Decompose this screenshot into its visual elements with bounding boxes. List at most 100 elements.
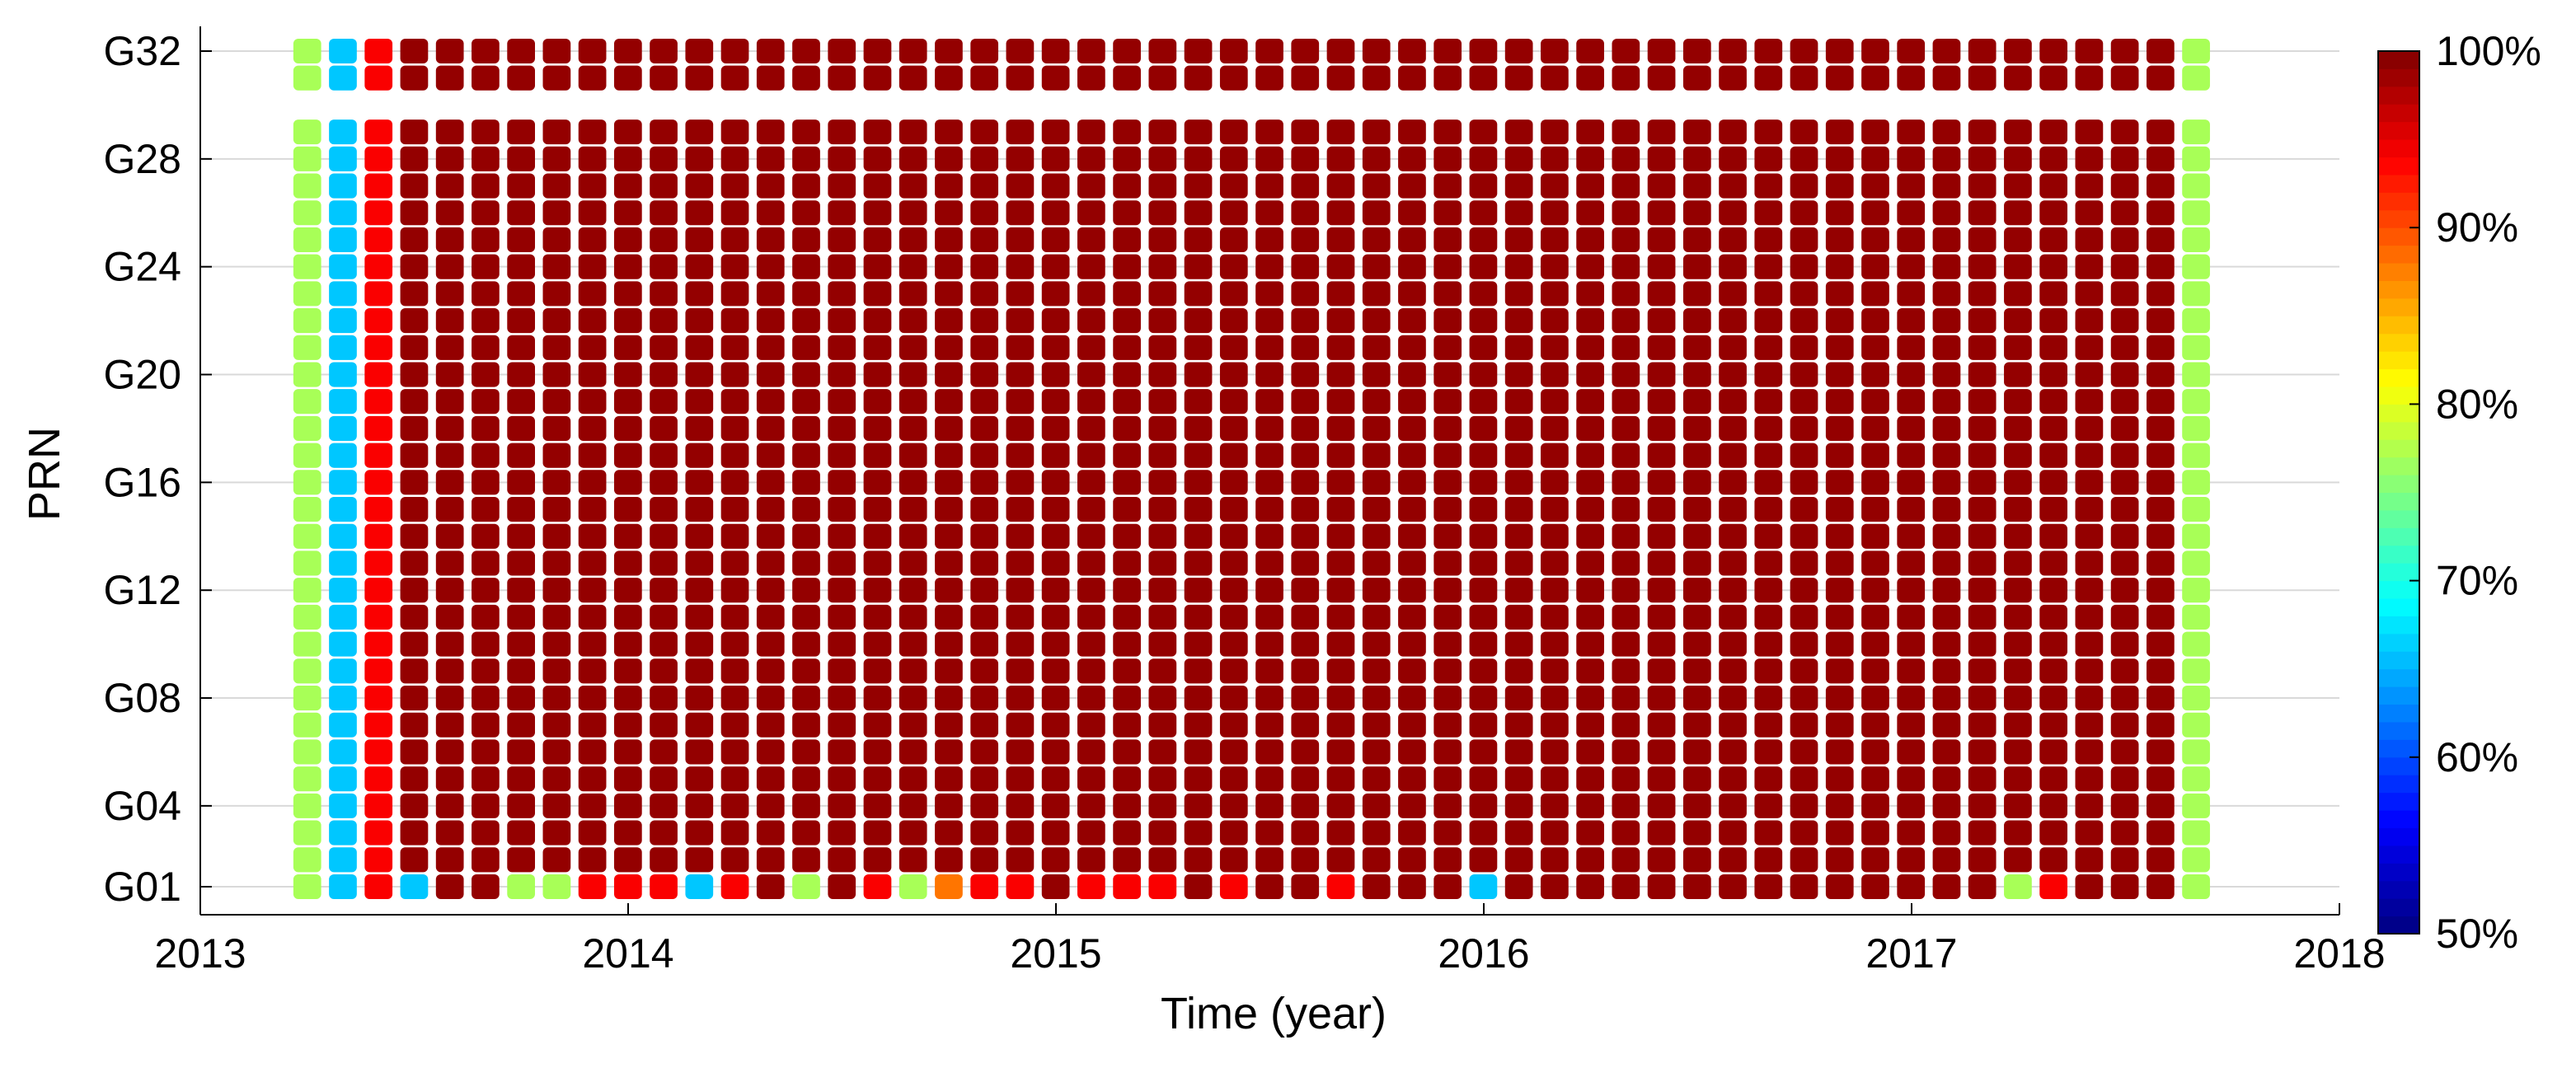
heatmap-cell [1219,146,1248,171]
heatmap-cell [1541,550,1569,576]
heatmap-cell [1861,523,1889,549]
heatmap-cell [1612,200,1640,226]
heatmap-cell [1291,254,1320,279]
heatmap-cell [970,65,999,91]
heatmap-cell [472,443,500,468]
heatmap-cell [578,281,607,307]
heatmap-cell [720,523,749,549]
heatmap-cell [2146,415,2175,441]
heatmap-cell [2182,335,2210,360]
heatmap-cell [2004,443,2032,468]
heatmap-cell [1861,847,1889,873]
heatmap-cell [1077,685,1105,711]
heatmap-cell [1184,712,1213,738]
colorbar-segment [2378,898,2419,917]
heatmap-cell [578,685,607,711]
heatmap-cell [329,658,357,684]
heatmap-cell [1219,254,1248,279]
heatmap-cell [578,227,607,253]
heatmap-cell [828,362,856,387]
colorbar-segment [2378,563,2419,582]
heatmap-cell [472,65,500,91]
heatmap-cell [1719,200,1747,226]
heatmap-cell [2146,604,2175,630]
heatmap-cell [1897,38,1926,64]
heatmap-cell [2146,281,2175,307]
heatmap-cell [1291,362,1320,387]
heatmap-cell [1291,146,1320,171]
heatmap-cell [2039,38,2068,64]
heatmap-cell [364,766,393,792]
heatmap-cell [720,281,749,307]
heatmap-cell [1932,793,1961,818]
heatmap-cell [1647,119,1676,145]
heatmap-cell [1897,200,1926,226]
heatmap-cell [1541,415,1569,441]
heatmap-cell [1077,146,1105,171]
heatmap-cell [899,389,927,415]
heatmap-cell [720,739,749,765]
colorbar-segment [2378,333,2419,352]
heatmap-cell [1968,847,1997,873]
heatmap-cell [720,389,749,415]
heatmap-cell [2182,389,2210,415]
heatmap-cell [400,604,429,630]
heatmap-cell [1255,604,1283,630]
heatmap-cell [1184,65,1213,91]
heatmap-cell [1184,550,1213,576]
heatmap-cell [1682,38,1711,64]
heatmap-cell [685,497,714,522]
heatmap-cell [1148,389,1177,415]
heatmap-cell [685,523,714,549]
heatmap-cell [1006,658,1035,684]
heatmap-cell [1433,281,1462,307]
heatmap-cell [613,308,642,334]
heatmap-cell [400,523,429,549]
heatmap-cell [1433,847,1462,873]
heatmap-cell [720,415,749,441]
heatmap-cell [2039,443,2068,468]
heatmap-cell [2039,847,2068,873]
heatmap-cell [1754,712,1783,738]
heatmap-cell [613,389,642,415]
heatmap-cell [756,254,785,279]
heatmap-cell [1184,254,1213,279]
heatmap-cell [863,847,892,873]
heatmap-cell [2004,335,2032,360]
heatmap-cell [1897,578,1926,603]
heatmap-cell [1754,523,1783,549]
heatmap-cell [863,308,892,334]
heatmap-cell [2075,335,2104,360]
heatmap-cell [1255,119,1283,145]
heatmap-cell [2004,415,2032,441]
colorbar-segment [2378,121,2419,140]
heatmap-cell [578,793,607,818]
heatmap-cell [364,38,393,64]
heatmap-cell [542,65,571,91]
heatmap-cell [293,362,321,387]
heatmap-cell [1647,281,1676,307]
heatmap-cell [364,146,393,171]
heatmap-cell [364,685,393,711]
heatmap-cell [2146,578,2175,603]
heatmap-cell [1326,173,1355,199]
heatmap-cell [685,362,714,387]
heatmap-cell [435,173,464,199]
heatmap-cell [1184,335,1213,360]
heatmap-cell [293,847,321,873]
heatmap-cell [507,658,536,684]
heatmap-cell [1219,38,1248,64]
heatmap-cell [970,847,999,873]
heatmap-cell [1291,443,1320,468]
heatmap-cell [1148,604,1177,630]
heatmap-cell [1291,281,1320,307]
heatmap-cell [400,38,429,64]
heatmap-cell [435,820,464,846]
heatmap-cell [1861,389,1889,415]
heatmap-cell [293,200,321,226]
heatmap-cell [472,119,500,145]
heatmap-cell [1719,227,1747,253]
heatmap-cell [1647,847,1676,873]
heatmap-cell [1897,65,1926,91]
heatmap-cell [970,254,999,279]
